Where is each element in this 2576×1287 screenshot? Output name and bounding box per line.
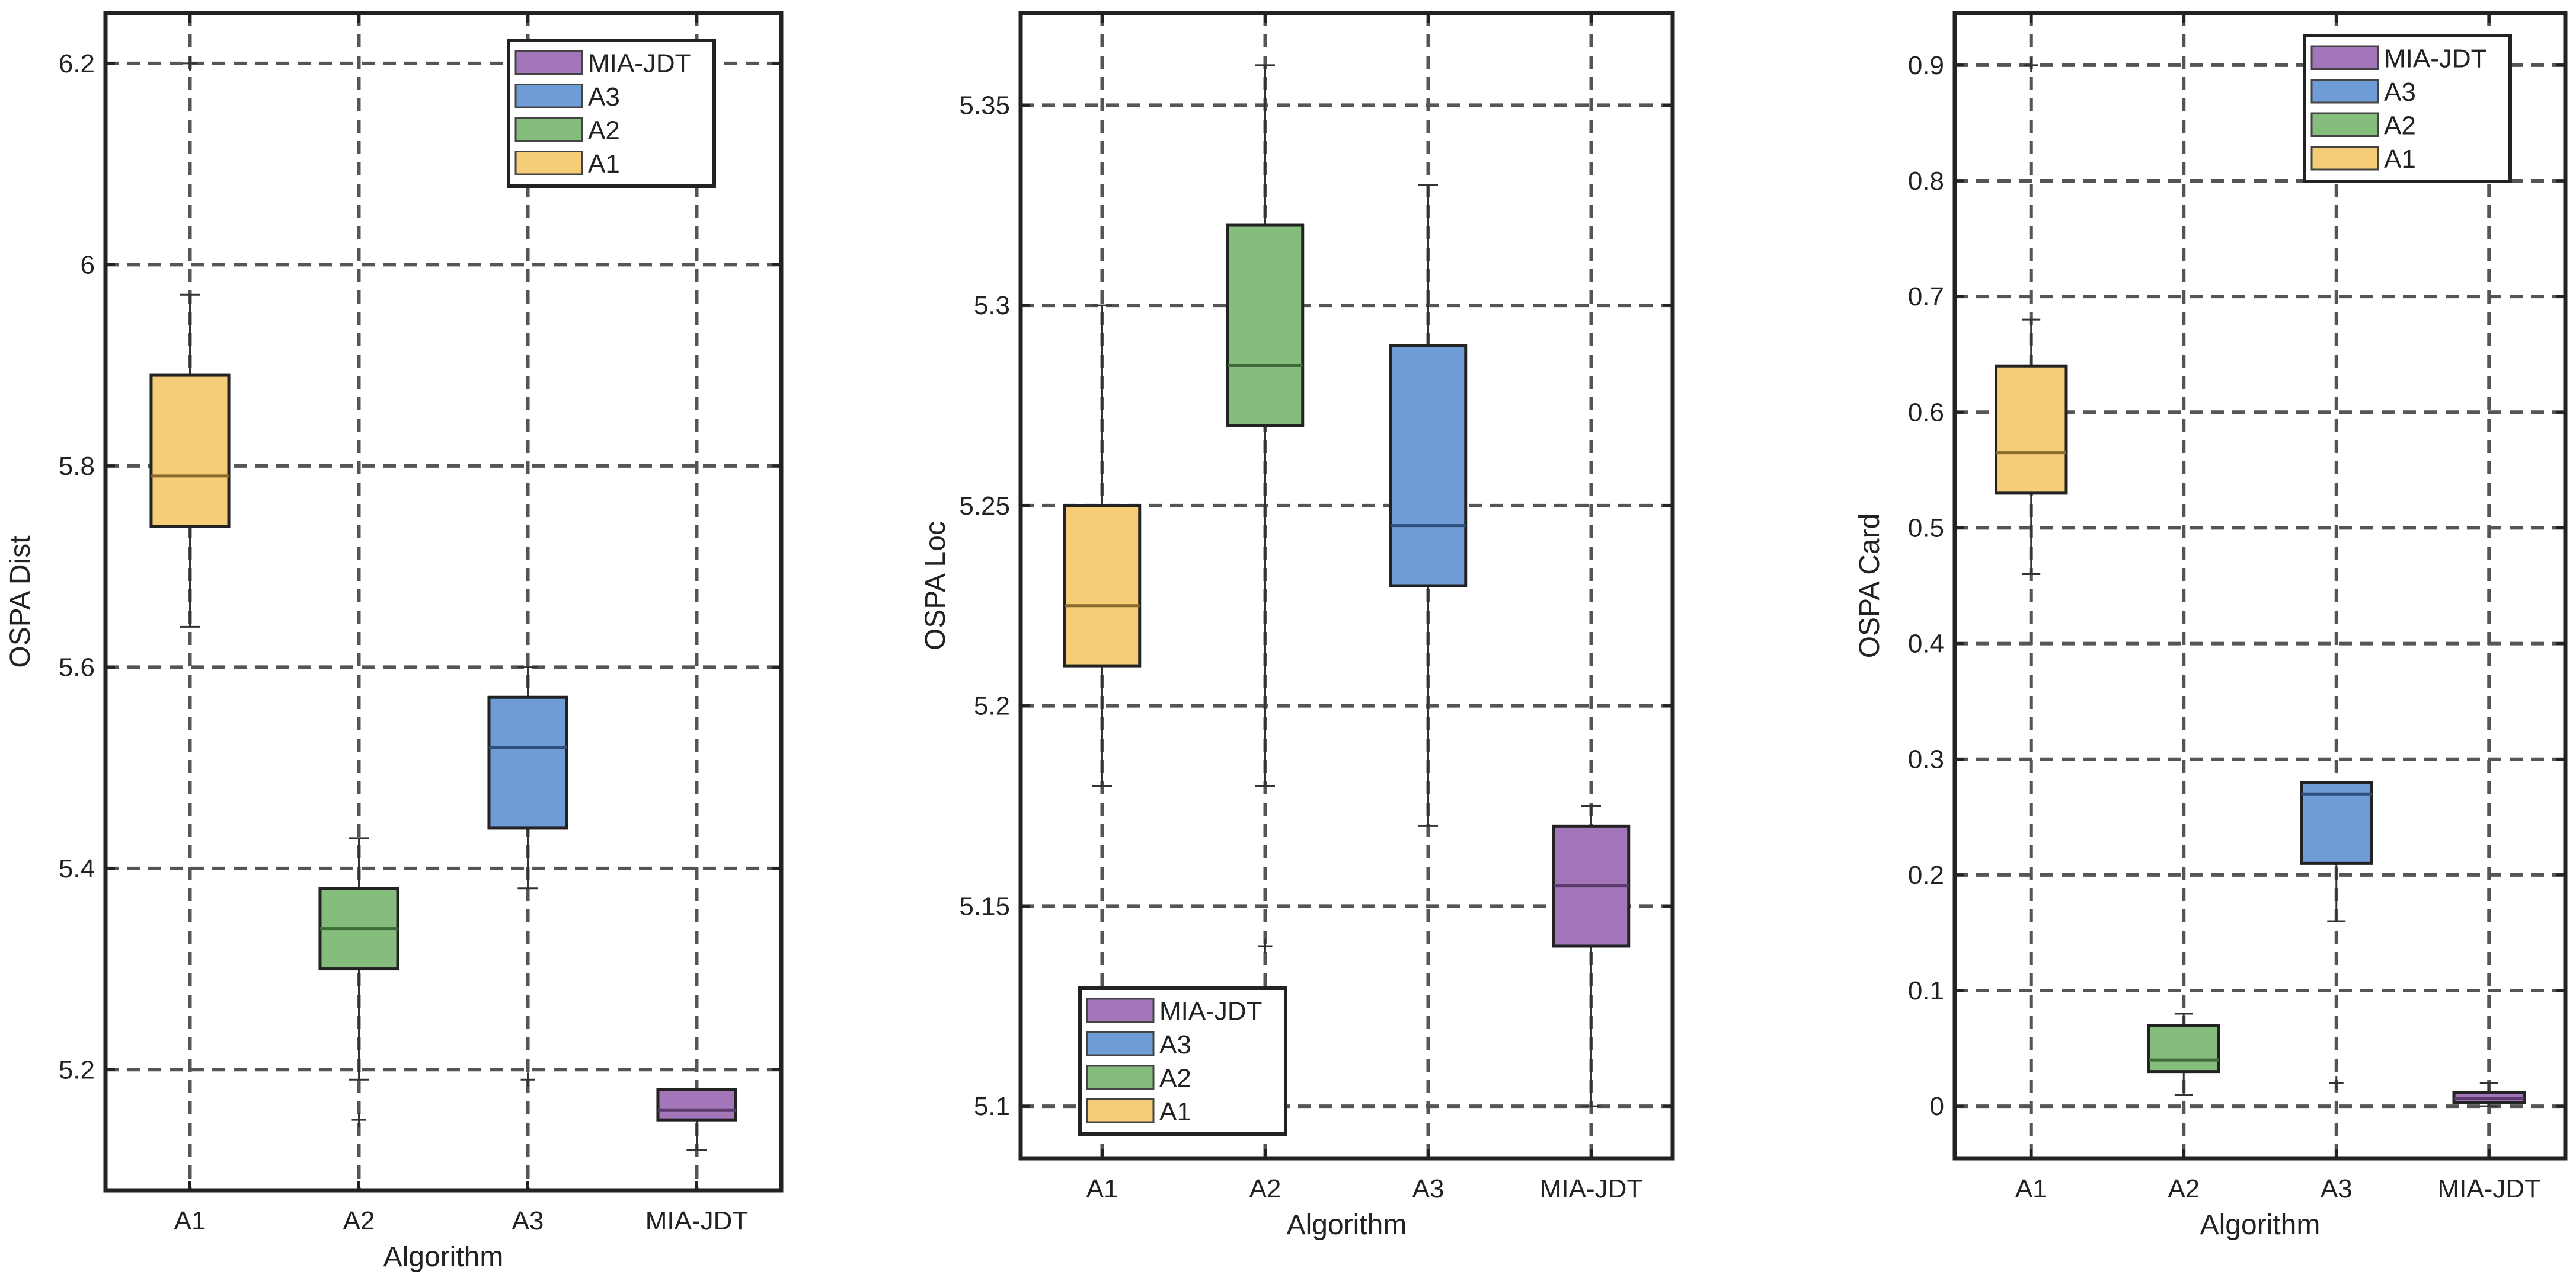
y-tick-label: 5.2: [974, 692, 1010, 721]
x-tick-label: A3: [2321, 1174, 2353, 1203]
x-tick-label: MIA-JDT: [2437, 1174, 2540, 1203]
box-a3: [487, 666, 568, 1087]
legend-swatch-a2: [1086, 1065, 1155, 1090]
box-body: [2147, 1024, 2220, 1074]
y-tick-label: 0.3: [1908, 745, 1944, 774]
legend: MIA-JDT A3 A2 A1: [1078, 986, 1287, 1136]
legend-swatch-a3: [514, 84, 583, 108]
legend: MIA-JDT A3 A2 A1: [507, 39, 716, 188]
y-tick-label: 6: [81, 250, 95, 279]
x-tick-label: MIA-JDT: [645, 1206, 749, 1235]
legend-label-a2: A2: [588, 116, 620, 145]
box-a3: [2300, 781, 2373, 1091]
legend-swatch-a1: [514, 151, 583, 175]
legend-label-a2: A2: [2384, 111, 2416, 140]
x-axis-label: Algorithm: [1287, 1209, 1407, 1241]
legend-label-a1: A1: [588, 149, 620, 178]
box-body: [1995, 364, 2068, 495]
legend-label-a1: A1: [1159, 1097, 1191, 1126]
box-a2: [1226, 64, 1305, 953]
y-tick-label: 0: [1930, 1092, 1944, 1121]
box-body: [1226, 223, 1305, 427]
y-tick-label: 5.3: [974, 291, 1010, 320]
box-a2: [318, 837, 399, 1128]
legend-label-a2: A2: [1159, 1064, 1191, 1093]
legend-label-a1: A1: [2384, 145, 2416, 174]
y-tick-label: 5.6: [59, 653, 95, 682]
y-tick-label: 5.25: [959, 491, 1010, 520]
y-tick-label: 5.2: [59, 1055, 95, 1084]
box-a1: [1063, 304, 1142, 787]
axes-frame: [1018, 11, 1675, 1161]
y-tick-label: 0.9: [1908, 51, 1944, 80]
x-axis-label: Algorithm: [2200, 1209, 2321, 1241]
x-tick-label: A3: [512, 1206, 544, 1235]
y-tick-label: 5.15: [959, 892, 1010, 921]
box-body: [149, 373, 231, 528]
x-tick-label: A1: [1086, 1174, 1118, 1203]
box-body: [656, 1088, 737, 1122]
box-body: [1063, 504, 1142, 668]
legend-label-a3: A3: [2384, 78, 2416, 107]
y-axis-label: OSPA Card: [1854, 513, 1885, 659]
x-tick-label: A2: [343, 1206, 375, 1235]
x-tick-label: MIA-JDT: [1540, 1174, 1643, 1203]
legend-swatch-mia-jdt: [1086, 998, 1155, 1023]
y-tick-label: 0.4: [1908, 630, 1944, 659]
box-a1: [1995, 58, 2068, 575]
box-mia-jdt: [2452, 1082, 2526, 1107]
y-tick-label: 0.8: [1908, 167, 1944, 196]
panel-ospa-dist: 5.2 5.4 5.6 5.8 6 6.2 A1 A2 A3 MIA-JDT Algorithm OS…: [5, 11, 784, 1273]
y-tick-label: 0.6: [1908, 398, 1944, 427]
x-tick-label: A2: [2168, 1174, 2200, 1203]
axes-frame: [103, 11, 784, 1193]
legend-swatch-a3: [2310, 79, 2379, 104]
panel-ospa-loc: 5.1 5.15 5.2 5.25 5.3 5.35 A1 A2 A3 MIA-JDT Algori…: [920, 11, 1675, 1241]
legend-swatch-a2: [514, 117, 583, 142]
y-axis-label: OSPA Loc: [920, 521, 951, 650]
y-tick-label: 6.2: [59, 49, 95, 78]
legend-swatch-a2: [2310, 112, 2379, 137]
legend-label-mia-jdt: MIA-JDT: [1159, 997, 1263, 1026]
x-tick-label: A3: [1412, 1174, 1444, 1203]
y-tick-label: 5.35: [959, 91, 1010, 120]
box-body: [487, 695, 568, 830]
y-tick-label: 0.2: [1908, 861, 1944, 890]
y-tick-label: 0.5: [1908, 513, 1944, 542]
legend: MIA-JDT A3 A2 A1: [2303, 34, 2512, 183]
legend-swatch-mia-jdt: [514, 50, 583, 75]
legend-swatch-mia-jdt: [2310, 45, 2379, 70]
legend-label-a3: A3: [1159, 1030, 1191, 1059]
y-axis-label: OSPA Dist: [5, 535, 36, 668]
axes-frame: [1952, 11, 2568, 1161]
box-mia-jdt: [656, 1088, 737, 1151]
legend-label-mia-jdt: MIA-JDT: [2384, 44, 2487, 73]
legend-swatch-a3: [1086, 1031, 1155, 1056]
y-tick-label: 5.4: [59, 854, 95, 883]
box-mia-jdt: [1552, 805, 1631, 1107]
x-tick-label: A1: [174, 1206, 206, 1235]
panel-ospa-card: 00.10.20.30.40.50.60.70.80.9A1 A2 A3 MIA-JD…: [1854, 11, 2568, 1241]
x-tick-label: A2: [1249, 1174, 1281, 1203]
legend-label-mia-jdt: MIA-JDT: [588, 49, 691, 78]
box-a2: [2147, 1013, 2220, 1096]
x-axis-label: Algorithm: [383, 1241, 504, 1273]
x-tick-label: A1: [2015, 1174, 2047, 1203]
y-tick-label: 5.8: [59, 452, 95, 481]
legend-label-a3: A3: [588, 82, 620, 111]
box-a3: [1389, 184, 1468, 827]
legend-swatch-a1: [1086, 1098, 1155, 1123]
legend-swatch-a1: [2310, 146, 2379, 171]
y-tick-label: 5.1: [974, 1092, 1010, 1121]
box-body: [2300, 781, 2373, 865]
y-tick-label: 0.7: [1908, 282, 1944, 311]
y-tick-label: 0.1: [1908, 976, 1944, 1005]
box-a1: [149, 56, 231, 628]
box-body: [1389, 344, 1468, 587]
